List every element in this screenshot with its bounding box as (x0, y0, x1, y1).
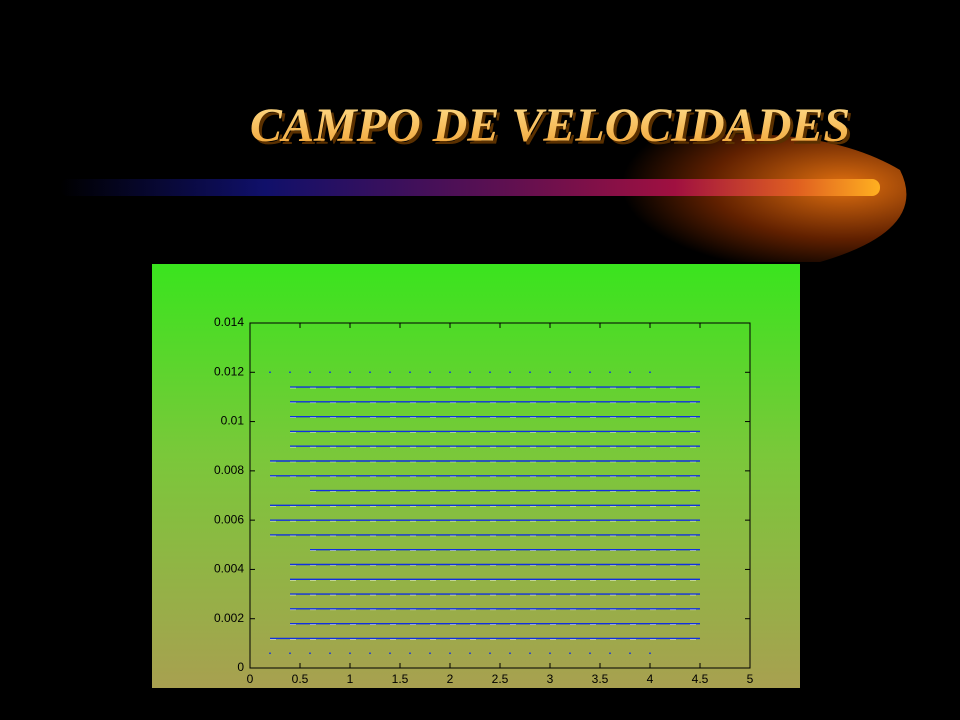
zero-vector (369, 652, 371, 655)
zero-vector (289, 371, 291, 374)
zero-vector (569, 652, 571, 655)
x-tick-label: 1 (347, 672, 354, 686)
zero-vector (649, 371, 651, 374)
zero-vector (469, 652, 471, 655)
x-tick-label: 1.5 (392, 672, 409, 686)
y-tick-label: 0 (237, 660, 244, 674)
x-tick-label: 5 (747, 672, 754, 686)
zero-vector (529, 371, 531, 374)
zero-vector (349, 371, 351, 374)
title-shadow: CAMPO DE VELOCIDADES (253, 102, 853, 155)
zero-vector (309, 371, 311, 374)
x-tick-label: 3.5 (592, 672, 609, 686)
zero-vector (309, 652, 311, 655)
zero-vector (509, 652, 511, 655)
zero-vector (629, 371, 631, 374)
zero-vector (649, 652, 651, 655)
zero-vector (449, 652, 451, 655)
zero-vector (389, 652, 391, 655)
zero-vector (269, 371, 271, 374)
zero-vector (409, 652, 411, 655)
zero-vector (569, 371, 571, 374)
y-tick-label: 0.012 (214, 364, 244, 378)
x-tick-label: 2.5 (492, 672, 509, 686)
zero-vector (489, 652, 491, 655)
x-tick-label: 4.5 (692, 672, 709, 686)
y-tick-label: 0.006 (214, 512, 244, 526)
zero-vector (349, 652, 351, 655)
zero-vector (489, 371, 491, 374)
x-tick-label: 0 (247, 672, 254, 686)
zero-vector (329, 371, 331, 374)
zero-vector (449, 371, 451, 374)
zero-vector (589, 371, 591, 374)
y-tick-label: 0.004 (214, 562, 244, 576)
zero-vector (589, 652, 591, 655)
decor-swoosh (590, 134, 907, 262)
zero-vector (609, 652, 611, 655)
zero-vector (289, 652, 291, 655)
x-tick-label: 4 (647, 672, 654, 686)
zero-vector (549, 371, 551, 374)
x-tick-label: 2 (447, 672, 454, 686)
title: CAMPO DE VELOCIDADES (250, 99, 850, 152)
zero-vector (389, 371, 391, 374)
y-tick-label: 0.002 (214, 611, 244, 625)
zero-vector (369, 371, 371, 374)
x-tick-label: 3 (547, 672, 554, 686)
zero-vector (529, 652, 531, 655)
zero-vector (609, 371, 611, 374)
zero-vector (429, 371, 431, 374)
zero-vector (549, 652, 551, 655)
zero-vector (629, 652, 631, 655)
x-tick-label: 0.5 (292, 672, 309, 686)
decor-bar (60, 179, 880, 196)
zero-vector (409, 371, 411, 374)
zero-vector (329, 652, 331, 655)
zero-vector (509, 371, 511, 374)
zero-vector (429, 652, 431, 655)
zero-vector (269, 652, 271, 655)
y-tick-label: 0.01 (221, 414, 245, 428)
y-tick-label: 0.014 (214, 315, 244, 329)
y-tick-label: 0.008 (214, 463, 244, 477)
zero-vector (469, 371, 471, 374)
